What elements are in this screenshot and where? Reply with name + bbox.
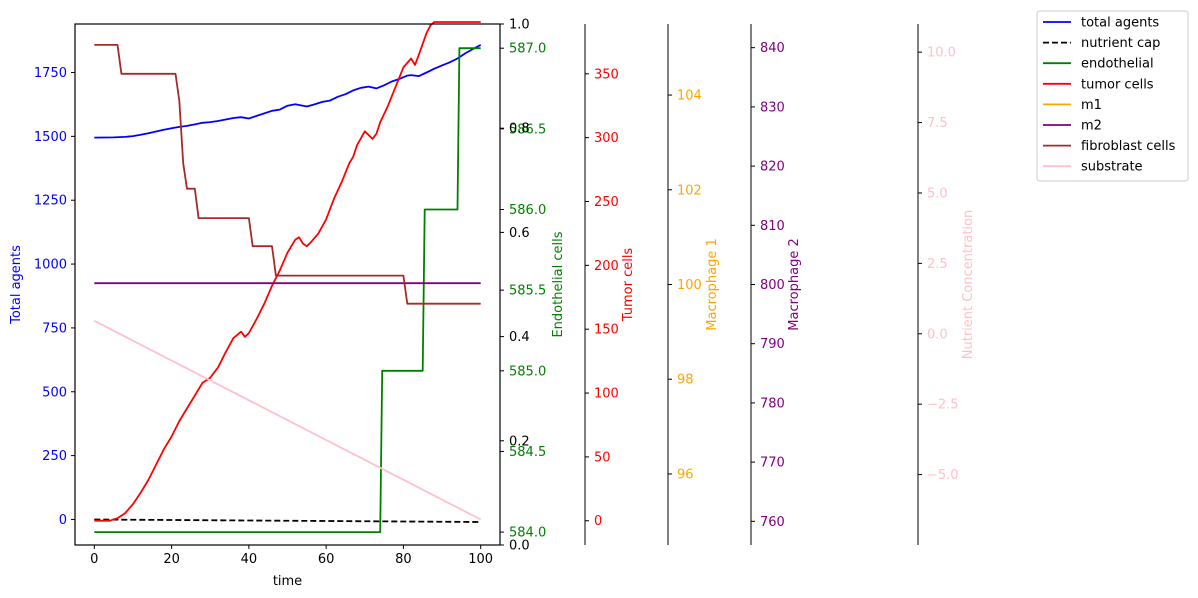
x-tick-label: 0	[90, 552, 98, 567]
y-tick-label-tumor: 300	[594, 131, 619, 146]
legend-label: nutrient cap	[1081, 36, 1160, 51]
y-tick-label-unit: 0.8	[509, 122, 530, 137]
y-tick-label-tumor: 0	[594, 514, 602, 529]
y-tick-label-nutrient: 10.0	[927, 46, 956, 61]
x-axis-label: time	[273, 574, 302, 589]
y-tick-label-nutrient: 0.0	[927, 327, 948, 342]
y-axis-label-tumor: Tumor cells	[621, 248, 636, 323]
series-line-nutrient-cap	[94, 518, 481, 523]
y-tick-label-nutrient: 5.0	[927, 186, 948, 201]
y-tick-label-unit: 0.4	[509, 330, 530, 345]
series-line-endothelial	[94, 47, 481, 533]
legend-label: m2	[1081, 119, 1102, 134]
y-tick-label-m1: 104	[677, 89, 702, 104]
y-tick-label-tumor: 200	[594, 259, 619, 274]
series-line-tumor-cells	[94, 21, 481, 522]
y-tick-label-endothelial: 585.5	[509, 284, 546, 299]
legend-label: fibroblast cells	[1081, 139, 1176, 154]
y-tick-label-m2: 760	[760, 515, 785, 530]
y-tick-label-nutrient: −2.5	[927, 398, 959, 413]
y-tick-label-m1: 98	[677, 373, 694, 388]
y-tick-label-tumor: 100	[594, 387, 619, 402]
y-tick-label-m2: 830	[760, 100, 785, 115]
y-tick-label-total: 1500	[34, 130, 67, 145]
y-tick-label-total: 1750	[34, 66, 67, 81]
y-tick-label-endothelial: 584.5	[509, 445, 546, 460]
y-axis-label-m1: Macrophage 1	[705, 238, 720, 330]
x-tick-label: 40	[241, 552, 258, 567]
y-tick-label-m2: 800	[760, 278, 785, 293]
y-tick-label-m1: 102	[677, 183, 702, 198]
y-tick-label-total: 1000	[34, 258, 67, 273]
legend-label: substrate	[1081, 160, 1143, 175]
series-line-fibroblast-cells	[94, 44, 481, 305]
y-tick-label-m2: 810	[760, 219, 785, 234]
y-tick-label-m2: 820	[760, 160, 785, 175]
plot-frame	[74, 23, 501, 546]
legend-label: m1	[1081, 98, 1102, 113]
y-tick-label-endothelial: 587.0	[509, 42, 546, 57]
y-tick-label-nutrient: −5.0	[927, 468, 959, 483]
x-tick-label: 60	[318, 552, 335, 567]
y-tick-label-total: 250	[42, 449, 67, 464]
x-tick-label: 100	[468, 552, 493, 567]
legend: total agents nutrient cap endothelial tumor…	[1036, 10, 1189, 182]
legend-label: tumor cells	[1081, 77, 1154, 92]
y-tick-label-tumor: 150	[594, 323, 619, 338]
plot-area	[93, 21, 482, 533]
y-tick-label-endothelial: 586.5	[509, 122, 546, 137]
axes-group: 0 20 40 60 80 100time025050075010001250150017…	[9, 18, 976, 590]
y-tick-label-endothelial: 585.0	[509, 364, 546, 379]
x-tick-label: 20	[163, 552, 180, 567]
y-axis-label-endothelial: Endothelial cells	[551, 231, 566, 337]
y-tick-label-unit: 0.6	[509, 226, 530, 241]
y-tick-label-m2: 790	[760, 337, 785, 352]
legend-label: endothelial	[1081, 57, 1154, 72]
legend-label: total agents	[1081, 16, 1159, 31]
y-axis-label-total: Total agents	[9, 245, 24, 325]
y-tick-label-total: 750	[42, 321, 67, 336]
series-line-substrate	[93, 319, 482, 521]
y-tick-label-unit: 0.2	[509, 434, 530, 449]
y-tick-label-tumor: 350	[594, 67, 619, 82]
y-tick-label-endothelial: 584.0	[509, 526, 546, 541]
y-tick-label-nutrient: 7.5	[927, 116, 948, 131]
y-tick-label-total: 500	[42, 385, 67, 400]
y-tick-label-unit: 0.0	[509, 539, 530, 554]
y-tick-label-m1: 96	[677, 467, 694, 482]
y-tick-label-nutrient: 2.5	[927, 257, 948, 272]
y-tick-label-tumor: 250	[594, 195, 619, 210]
y-tick-label-endothelial: 586.0	[509, 203, 546, 218]
y-axis-label-nutrient: Nutrient Concentration	[961, 210, 976, 359]
legend-box	[1036, 10, 1189, 182]
y-tick-label-unit: 1.0	[509, 18, 530, 33]
x-tick-label: 80	[395, 552, 412, 567]
series-line-total-agents	[94, 44, 482, 139]
y-tick-label-total: 0	[59, 513, 67, 528]
y-axis-label-m2: Macrophage 2	[787, 238, 802, 330]
y-tick-label-m2: 770	[760, 456, 785, 471]
y-tick-label-m2: 840	[760, 41, 785, 56]
y-tick-label-tumor: 50	[594, 450, 611, 465]
y-tick-label-m1: 100	[677, 278, 702, 293]
y-tick-label-m2: 780	[760, 396, 785, 411]
y-tick-label-total: 1250	[34, 194, 67, 209]
